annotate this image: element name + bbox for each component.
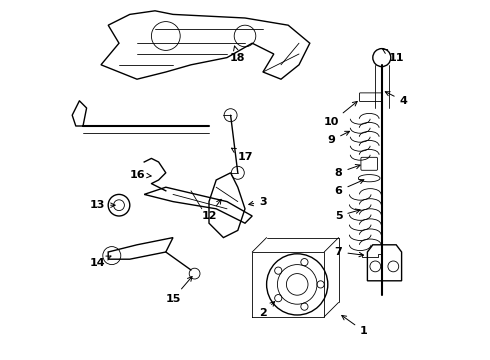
Text: 8: 8 [335, 165, 360, 178]
Text: 3: 3 [249, 197, 267, 207]
Text: 12: 12 [201, 199, 221, 221]
Text: 16: 16 [129, 170, 151, 180]
Text: 17: 17 [231, 148, 253, 162]
Text: 18: 18 [230, 46, 245, 63]
Text: 6: 6 [335, 180, 364, 196]
Text: 4: 4 [385, 92, 407, 106]
Text: 14: 14 [90, 256, 111, 268]
Text: 10: 10 [324, 102, 357, 127]
Text: 11: 11 [383, 49, 404, 63]
Text: 7: 7 [335, 247, 364, 257]
Text: 5: 5 [335, 209, 360, 221]
Text: 9: 9 [327, 131, 349, 145]
Text: 15: 15 [165, 276, 192, 304]
Text: 2: 2 [259, 302, 275, 318]
Text: 1: 1 [342, 315, 368, 336]
Text: 13: 13 [90, 200, 115, 210]
